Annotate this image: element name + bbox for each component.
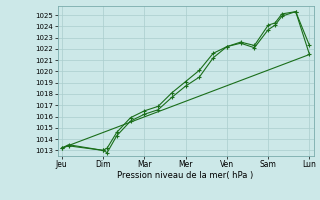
X-axis label: Pression niveau de la mer( hPa ): Pression niveau de la mer( hPa )	[117, 171, 254, 180]
